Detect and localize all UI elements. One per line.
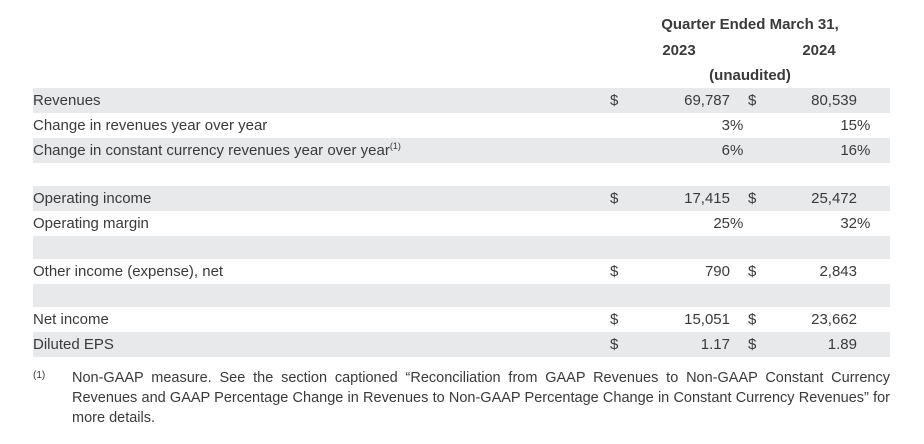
spacer-row [33, 163, 890, 186]
currency-symbol-2023: $ [610, 186, 640, 211]
header-spacer-cell [33, 62, 610, 88]
unit-2023 [730, 307, 748, 332]
quarterly-results-table: Quarter Ended March 31, 2023 2024 (unaud… [33, 10, 890, 357]
header-spacer-cell [33, 38, 610, 62]
value-2024: 2,843 [819, 263, 857, 280]
value-2024: 15 [840, 117, 857, 134]
table-row: Net income $15,051 $23,662 [33, 307, 890, 332]
unit-2023: % [730, 138, 748, 163]
table-row: Other income (expense), net $790 $2,843 [33, 259, 890, 284]
currency-symbol-2023 [610, 113, 640, 138]
currency-symbol-2024: $ [748, 332, 778, 357]
currency-symbol-2023: $ [610, 263, 619, 280]
results-table-body: Revenues $69,787 $80,539 Change in revenues… [33, 88, 890, 357]
unit-2023: % [730, 215, 744, 232]
value-2023: 15,051 [684, 311, 730, 328]
value-2024: 16 [778, 138, 857, 163]
table-row: Change in constant currency revenues yea… [33, 138, 890, 163]
unit-2024 [857, 259, 890, 284]
column-header-2023: 2023 [662, 41, 696, 59]
spacer-cell [33, 284, 890, 307]
value-2024: 25,472 [778, 186, 857, 211]
row-label: Operating margin [33, 215, 149, 232]
value-2023: 6 [640, 138, 730, 163]
value-2023: 25 [713, 215, 730, 232]
spacer-row [33, 236, 890, 259]
unit-2024 [857, 332, 890, 357]
unit-2023 [730, 88, 748, 113]
footnote-text: Non-GAAP measure. See the section captio… [72, 370, 890, 426]
row-label: Diluted EPS [33, 332, 610, 357]
unit-2023 [730, 332, 748, 357]
footnote-reference: (1) [389, 141, 401, 151]
row-label: Change in constant currency revenues yea… [33, 138, 610, 163]
row-label: Change in revenues year over year [33, 117, 268, 134]
unit-2023 [730, 186, 748, 211]
unit-2024 [857, 307, 890, 332]
table-row: Operating margin 25% 32% [33, 211, 890, 236]
unit-2023 [730, 259, 748, 284]
spacer-row [33, 284, 890, 307]
footnote: (1) Non-GAAP measure. See the section ca… [33, 368, 890, 428]
value-2023: 790 [704, 263, 730, 280]
column-header-2024: 2024 [802, 41, 836, 59]
unit-2024: % [857, 117, 871, 134]
header-title-row: Quarter Ended March 31, [33, 10, 890, 38]
row-label: Operating income [33, 186, 610, 211]
row-label: Other income (expense), net [33, 263, 224, 280]
table-row: Diluted EPS $1.17 $1.89 [33, 332, 890, 357]
header-years-row: 2023 2024 [33, 38, 890, 62]
currency-symbol-2024 [748, 113, 778, 138]
value-2023: 17,415 [640, 186, 730, 211]
currency-symbol-2024 [748, 211, 778, 236]
table-row: Change in revenues year over year 3% 15% [33, 113, 890, 138]
row-label: Net income [33, 311, 109, 328]
currency-symbol-2024: $ [748, 186, 778, 211]
spacer-cell [33, 163, 890, 186]
table-row: Operating income $17,415 $25,472 [33, 186, 890, 211]
value-2024: 80,539 [778, 88, 857, 113]
currency-symbol-2023: $ [610, 332, 640, 357]
spacer-cell [33, 236, 890, 259]
earnings-summary-document: Quarter Ended March 31, 2023 2024 (unaud… [33, 10, 890, 428]
currency-symbol-2024: $ [748, 263, 757, 280]
currency-symbol-2024 [748, 138, 778, 163]
value-2023: 1.17 [640, 332, 730, 357]
value-2023: 3 [721, 117, 730, 134]
row-label: Revenues [33, 88, 610, 113]
header-unaudited-row: (unaudited) [33, 62, 890, 88]
unit-2024: % [857, 215, 871, 232]
table-header: Quarter Ended March 31, 2023 2024 (unaud… [33, 10, 890, 88]
unit-2024 [857, 88, 890, 113]
unit-2024: % [857, 138, 890, 163]
currency-symbol-2023: $ [610, 88, 640, 113]
currency-symbol-2024: $ [748, 88, 778, 113]
currency-symbol-2023 [610, 211, 640, 236]
unit-2024 [857, 186, 890, 211]
value-2024: 23,662 [811, 311, 857, 328]
value-2023: 69,787 [640, 88, 730, 113]
currency-symbol-2023: $ [610, 311, 619, 328]
table-row: Revenues $69,787 $80,539 [33, 88, 890, 113]
value-2024: 32 [840, 215, 857, 232]
unit-2023: % [730, 117, 744, 134]
currency-symbol-2024: $ [748, 311, 757, 328]
header-spacer-cell [33, 10, 610, 38]
currency-symbol-2023 [610, 138, 640, 163]
value-2024: 1.89 [778, 332, 857, 357]
footnote-marker: (1) [33, 370, 46, 381]
header-title: Quarter Ended March 31, [661, 15, 839, 33]
unaudited-label: (unaudited) [709, 66, 791, 84]
